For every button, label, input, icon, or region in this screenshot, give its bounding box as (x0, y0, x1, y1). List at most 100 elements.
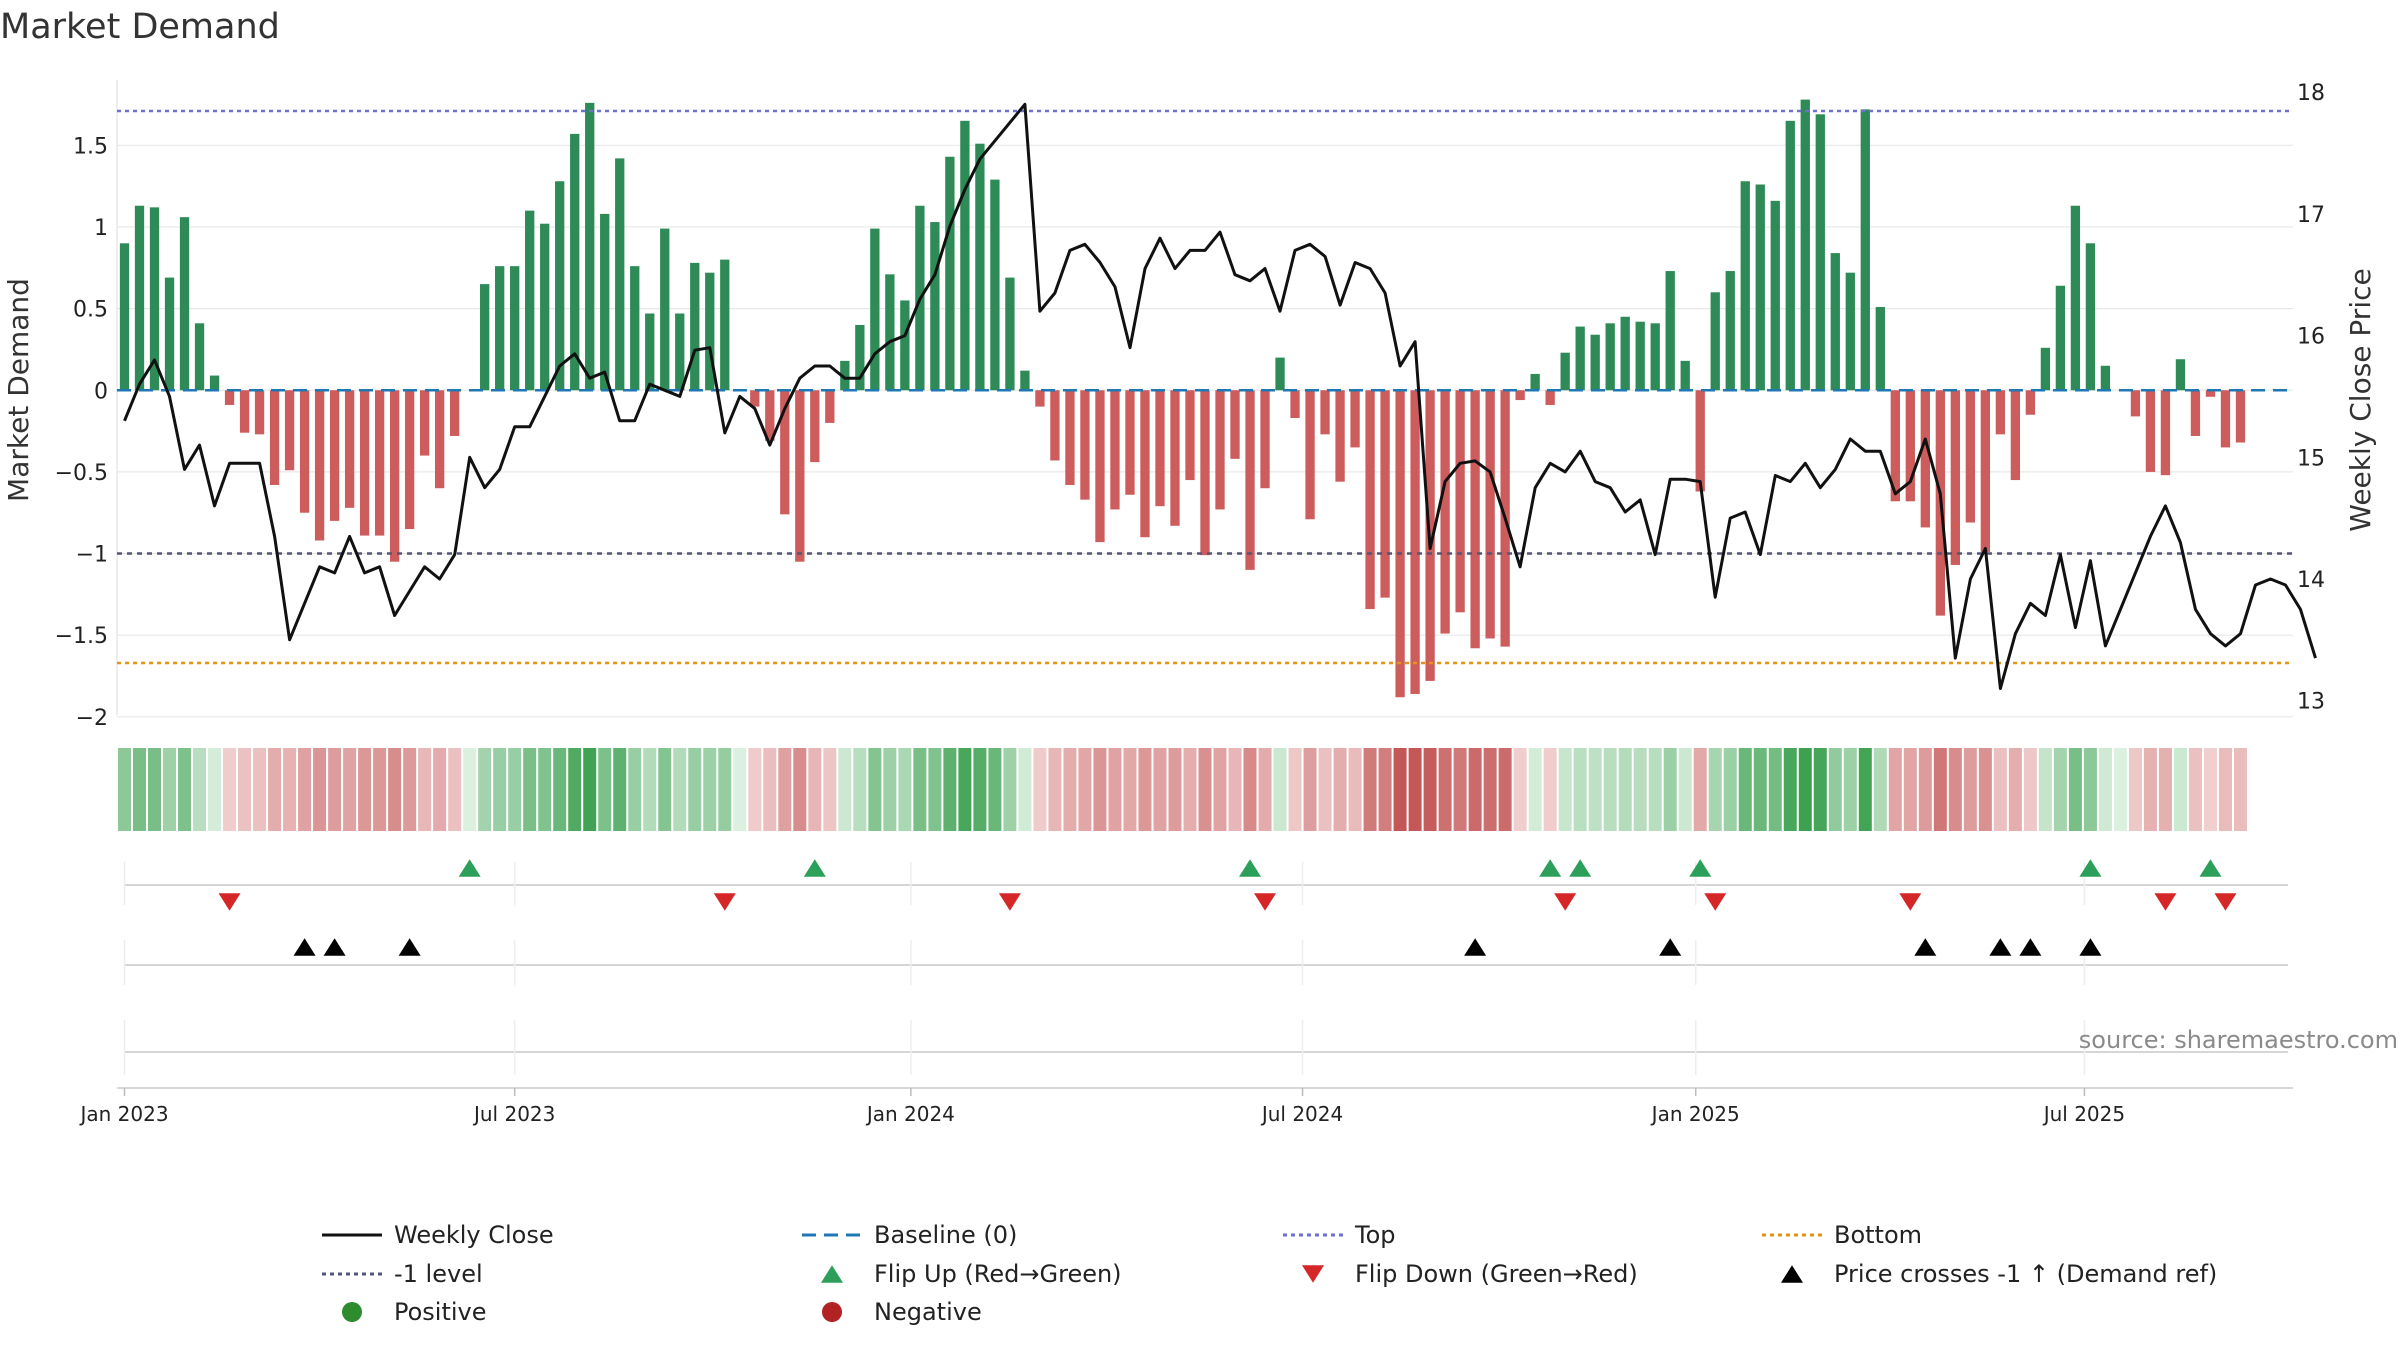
heat-cell (1558, 748, 1572, 831)
demand-bar (1155, 390, 1165, 507)
demand-bar (585, 102, 595, 391)
heat-cell (1813, 748, 1827, 831)
legend-label: Baseline (0) (874, 1221, 1017, 1249)
demand-heat-strip (118, 748, 2247, 831)
flip-up-marker (1539, 859, 1562, 877)
heat-cell (1063, 748, 1077, 831)
demand-bar (1110, 390, 1120, 510)
heat-cell (283, 748, 297, 831)
heat-cell (388, 748, 402, 831)
legend-item-flip_up: Flip Up (Red→Green) (821, 1260, 1122, 1288)
demand-bar (870, 228, 880, 391)
demand-bar (1590, 334, 1600, 391)
heat-cell (898, 748, 912, 831)
heat-cell (1078, 748, 1092, 831)
demand-bar (1905, 390, 1915, 502)
demand-bar (2040, 347, 2051, 391)
demand-bar (1065, 390, 1075, 485)
heat-cell (1453, 748, 1467, 831)
demand-bar (2145, 390, 2156, 472)
heat-cell (268, 748, 282, 831)
heat-cell (2098, 748, 2112, 831)
demand-bar (570, 133, 580, 391)
demand-bar (1650, 323, 1660, 391)
heat-cell (1123, 748, 1137, 831)
demand-bar (1830, 253, 1840, 391)
heat-cell (193, 748, 207, 831)
heat-cell (1588, 748, 1602, 831)
heat-cell (118, 748, 132, 831)
demand-bar (525, 210, 535, 391)
heat-cell (1258, 748, 1272, 831)
weekly-close-line (123, 102, 2317, 690)
demand-bar (1995, 390, 2006, 435)
flip-up-marker (2199, 859, 2222, 877)
demand-bar (2175, 359, 2186, 391)
heat-cell (2113, 748, 2127, 831)
demand-bar (194, 323, 205, 391)
heat-cell (1888, 748, 1902, 831)
demand-bar (975, 143, 985, 391)
heat-cell (1393, 748, 1407, 831)
demand-bar (2085, 243, 2096, 391)
flip-down-marker (1704, 893, 1727, 911)
demand-bar (119, 243, 130, 391)
demand-bar (239, 390, 250, 433)
demand-bar (1230, 390, 1240, 459)
heat-cell (838, 748, 852, 831)
heat-cell (1468, 748, 1482, 831)
left-tick-label: 0.5 (73, 298, 108, 323)
demand-bar (299, 390, 310, 513)
demand-bar (750, 390, 760, 407)
demand-bar (1710, 292, 1720, 391)
heat-cell (1048, 748, 1062, 831)
demand-bar (1305, 390, 1315, 520)
heat-cell (1783, 748, 1797, 831)
x-tick-label: Jul 2025 (2042, 1102, 2125, 1126)
flip-up-markers (458, 859, 2222, 877)
heat-cell (1033, 748, 1047, 831)
heat-cell (313, 748, 327, 831)
heat-cell (1108, 748, 1122, 831)
demand-bar (2025, 390, 2036, 415)
demand-bar (434, 390, 445, 489)
heat-cell (1618, 748, 1632, 831)
demand-bar (1965, 390, 1976, 523)
demand-bar (164, 277, 175, 391)
flip-up-marker (803, 859, 826, 877)
heat-cell (1873, 748, 1887, 831)
heat-cell (463, 748, 477, 831)
legend-label: Bottom (1834, 1221, 1922, 1249)
demand-bar (2190, 390, 2201, 436)
cross-marker (1464, 938, 1487, 956)
demand-bar (1440, 390, 1450, 634)
demand-bar (2205, 390, 2216, 397)
heat-cell (523, 748, 537, 831)
heat-cell (1138, 748, 1152, 831)
demand-bar (1680, 360, 1690, 391)
x-tick-label: Jul 2024 (1260, 1102, 1343, 1126)
heat-cell (1723, 748, 1737, 831)
demand-bar (855, 324, 865, 391)
flip-up-marker (1569, 859, 1592, 877)
flip-up-marker (2079, 859, 2102, 877)
heat-cell (583, 748, 597, 831)
heat-cell (1228, 748, 1242, 831)
heat-cell (133, 748, 147, 831)
heat-cell (673, 748, 687, 831)
heat-cell (958, 748, 972, 831)
demand-bar (630, 266, 640, 391)
heat-cell (148, 748, 162, 831)
heat-cell (1693, 748, 1707, 831)
flip-up-marker (458, 859, 481, 877)
heat-cell (1438, 748, 1452, 831)
chart-title: Market Demand (0, 7, 280, 47)
heat-cell (1198, 748, 1212, 831)
heat-cell (208, 748, 222, 831)
demand-bar (1920, 390, 1930, 528)
legend-item-negative: Negative (822, 1298, 982, 1326)
left-tick-label: 0 (94, 379, 108, 404)
heat-cell (1363, 748, 1377, 831)
demand-bars (119, 99, 2246, 698)
demand-bar (1125, 390, 1135, 495)
